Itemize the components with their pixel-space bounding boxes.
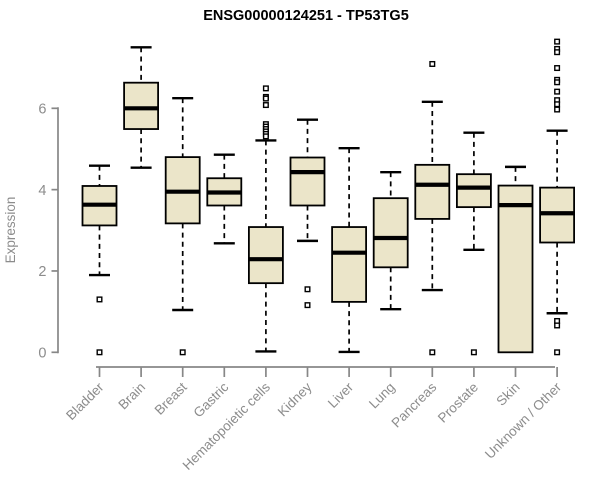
box-group [164, 96, 201, 356]
x-category-label: Skin [493, 380, 522, 409]
outlier-point [262, 102, 269, 109]
box-group [372, 170, 409, 311]
outlier-point [429, 349, 436, 356]
box-group [455, 131, 492, 356]
outlier-point [554, 65, 561, 72]
outlier-point [304, 302, 311, 309]
box-group [206, 153, 243, 245]
outlier-point [554, 49, 561, 56]
iqr-box [331, 226, 368, 303]
box-group [414, 60, 451, 356]
iqr-box [372, 197, 409, 269]
box-group [289, 118, 326, 309]
outlier-point [429, 60, 436, 67]
y-tick-label: 2 [38, 264, 46, 280]
outlier-point [554, 88, 561, 95]
x-category-label: Gastric [191, 379, 232, 420]
x-category-label: Pancreas [388, 379, 439, 430]
outlier-point [554, 38, 561, 45]
x-category-label: Breast [152, 379, 190, 417]
x-category-label: Unknown / Other [482, 379, 565, 462]
outlier-point [179, 349, 186, 356]
y-tick-label: 0 [38, 346, 46, 362]
box-group [123, 46, 159, 169]
box-group [539, 38, 575, 356]
x-category-label: Brain [115, 380, 148, 413]
chart-title: ENSG00000124251 - TP53TG5 [203, 8, 409, 24]
box-group [497, 165, 534, 354]
iqr-box [289, 156, 326, 207]
box-group [331, 146, 368, 354]
box-group [247, 85, 284, 353]
iqr-box [247, 226, 284, 285]
outlier-point [96, 349, 103, 356]
outlier-point [262, 133, 269, 140]
x-category-label: Prostate [435, 380, 481, 426]
x-category-label: Liver [325, 379, 357, 411]
x-category-label: Lung [366, 380, 398, 412]
iqr-box [414, 163, 451, 220]
outlier-point [96, 296, 103, 303]
outlier-point [554, 322, 561, 329]
outlier-point [554, 79, 561, 86]
y-tick-label: 6 [38, 102, 46, 118]
outlier-point [554, 106, 561, 113]
iqr-box [123, 81, 159, 130]
y-tick-label: 4 [38, 183, 46, 199]
outlier-point [262, 95, 269, 102]
x-category-label: Bladder [63, 379, 107, 423]
outlier-point [262, 85, 269, 92]
x-category-label: Kidney [275, 379, 315, 419]
outlier-point [304, 286, 311, 293]
box-group [81, 164, 118, 356]
iqr-box [455, 173, 492, 209]
outlier-point [470, 349, 477, 356]
y-axis-title: Expression [3, 197, 18, 264]
iqr-box [497, 184, 534, 354]
outlier-point [554, 349, 561, 356]
outlier-point [554, 101, 561, 108]
